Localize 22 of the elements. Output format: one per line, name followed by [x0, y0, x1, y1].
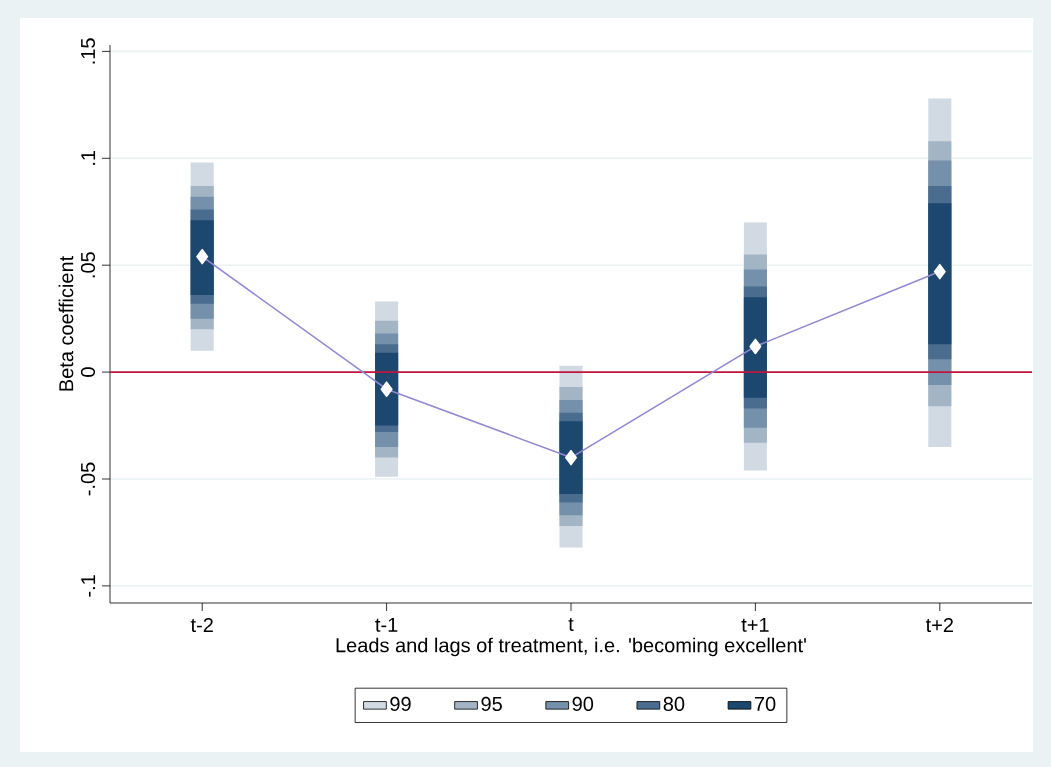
y-tick-label: .15: [81, 38, 96, 64]
x-axis-title: Leads and lags of treatment, i.e. 'becoming excellent': [336, 637, 806, 657]
x-tick-label: t-2: [190, 617, 213, 633]
bar: [559, 421, 583, 494]
x-tick-label: t: [568, 617, 574, 631]
x-tick-label: t+1: [741, 617, 769, 632]
legend-label: 80: [663, 696, 685, 712]
x-tick-label: t-1: [375, 617, 398, 632]
y-tick-label: .1: [81, 150, 96, 165]
bar: [743, 297, 767, 398]
bar: [928, 203, 952, 345]
y-tick-label: .05: [80, 252, 96, 278]
y-axis-title: Beta coefficient: [58, 255, 74, 391]
legend-label: 99: [390, 696, 411, 712]
x-tick-label: t+2: [925, 617, 953, 633]
y-tick-label: -.05: [80, 462, 96, 496]
bar: [190, 220, 214, 296]
legend-label: 95: [481, 696, 502, 712]
y-tick-label: 0: [80, 367, 96, 377]
y-tick-label: -.1: [81, 575, 96, 597]
legend-label: 70: [754, 696, 776, 712]
legend-label: 90: [572, 696, 594, 712]
